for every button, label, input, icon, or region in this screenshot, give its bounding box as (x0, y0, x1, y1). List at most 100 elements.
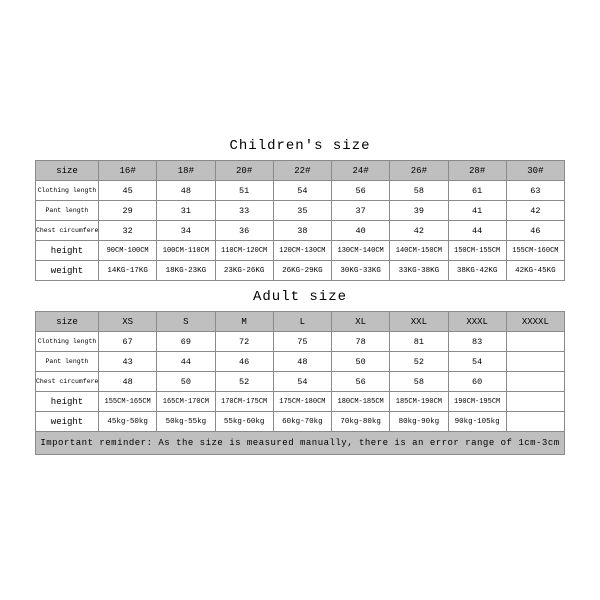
adult-row-pant: Pant length 43 44 46 48 50 52 54 (36, 352, 565, 372)
cell: 37 (332, 201, 390, 221)
row-label: Clothing length (36, 181, 99, 201)
adult-size-col: XXXL (448, 312, 506, 332)
cell: 90kg-105kg (448, 412, 506, 432)
cell: 75 (273, 332, 331, 352)
cell: 185CM-190CM (390, 392, 448, 412)
cell: 180CM-185CM (332, 392, 390, 412)
cell: 14KG-17KG (99, 261, 157, 281)
cell: 155CM-165CM (99, 392, 157, 412)
cell: 48 (99, 372, 157, 392)
cell: 39 (390, 201, 448, 221)
cell: 48 (157, 181, 215, 201)
children-table: size 16# 18# 20# 22# 24# 26# 28# 30# Clo… (35, 160, 565, 281)
cell: 54 (273, 181, 331, 201)
cell: 52 (215, 372, 273, 392)
cell: 51 (215, 181, 273, 201)
cell: 50 (332, 352, 390, 372)
cell: 33KG-38KG (390, 261, 448, 281)
cell: 69 (157, 332, 215, 352)
cell: 34 (157, 221, 215, 241)
row-label: Chest circumference 1/2 (36, 372, 99, 392)
children-row-height: height 90CM-100CM 100CM-110CM 110CM-120C… (36, 241, 565, 261)
row-label: height (36, 241, 99, 261)
cell: 38KG-42KG (448, 261, 506, 281)
row-label: Pant length (36, 352, 99, 372)
children-size-col: 18# (157, 161, 215, 181)
cell (506, 392, 564, 412)
cell: 45 (99, 181, 157, 201)
cell: 130CM-140CM (332, 241, 390, 261)
adult-size-col: S (157, 312, 215, 332)
cell: 54 (448, 352, 506, 372)
cell: 46 (215, 352, 273, 372)
cell: 100CM-110CM (157, 241, 215, 261)
adult-row-weight: weight 45kg-50kg 50kg-55kg 55kg-60kg 60k… (36, 412, 565, 432)
children-size-col: 28# (448, 161, 506, 181)
adult-header-row: size XS S M L XL XXL XXXL XXXXL (36, 312, 565, 332)
cell: 58 (390, 372, 448, 392)
size-chart: Children's size size 16# 18# 20# 22# 24#… (35, 130, 565, 455)
cell: 43 (99, 352, 157, 372)
cell: 31 (157, 201, 215, 221)
cell: 120CM-130CM (273, 241, 331, 261)
cell: 60kg-70kg (273, 412, 331, 432)
cell: 72 (215, 332, 273, 352)
cell: 50kg-55kg (157, 412, 215, 432)
cell: 78 (332, 332, 390, 352)
cell: 26KG-29KG (273, 261, 331, 281)
children-row-clothing: Clothing length 45 48 51 54 56 58 61 63 (36, 181, 565, 201)
cell: 63 (506, 181, 564, 201)
adult-row-height: height 155CM-165CM 165CM-170CM 170CM-175… (36, 392, 565, 412)
cell (506, 412, 564, 432)
cell: 70kg-80kg (332, 412, 390, 432)
cell: 46 (506, 221, 564, 241)
cell: 50 (157, 372, 215, 392)
cell: 67 (99, 332, 157, 352)
children-size-col: 26# (390, 161, 448, 181)
adult-size-col: M (215, 312, 273, 332)
children-hdr-label: size (36, 161, 99, 181)
cell: 32 (99, 221, 157, 241)
children-size-col: 30# (506, 161, 564, 181)
cell: 48 (273, 352, 331, 372)
adult-hdr-label: size (36, 312, 99, 332)
cell: 35 (273, 201, 331, 221)
cell: 45kg-50kg (99, 412, 157, 432)
adult-title: Adult size (35, 281, 565, 311)
cell: 44 (157, 352, 215, 372)
cell: 56 (332, 181, 390, 201)
children-size-col: 16# (99, 161, 157, 181)
cell: 29 (99, 201, 157, 221)
cell (506, 332, 564, 352)
cell: 55kg-60kg (215, 412, 273, 432)
cell: 52 (390, 352, 448, 372)
cell: 33 (215, 201, 273, 221)
cell: 110CM-120CM (215, 241, 273, 261)
cell: 80kg-90kg (390, 412, 448, 432)
cell: 42 (506, 201, 564, 221)
cell: 41 (448, 201, 506, 221)
cell: 190CM-195CM (448, 392, 506, 412)
row-label: Clothing length (36, 332, 99, 352)
row-label: height (36, 392, 99, 412)
cell: 40 (332, 221, 390, 241)
adult-size-col: XL (332, 312, 390, 332)
cell: 42KG-45KG (506, 261, 564, 281)
adult-row-clothing: Clothing length 67 69 72 75 78 81 83 (36, 332, 565, 352)
adult-size-col: XXL (390, 312, 448, 332)
row-label: weight (36, 412, 99, 432)
children-row-pant: Pant length 29 31 33 35 37 39 41 42 (36, 201, 565, 221)
reminder-note: Important reminder: As the size is measu… (35, 432, 565, 455)
cell: 36 (215, 221, 273, 241)
cell: 54 (273, 372, 331, 392)
cell: 18KG-23KG (157, 261, 215, 281)
cell: 81 (390, 332, 448, 352)
cell: 60 (448, 372, 506, 392)
adult-size-col: XXXXL (506, 312, 564, 332)
cell: 56 (332, 372, 390, 392)
children-title: Children's size (35, 130, 565, 160)
cell: 23KG-26KG (215, 261, 273, 281)
cell: 38 (273, 221, 331, 241)
cell: 170CM-175CM (215, 392, 273, 412)
row-label: Pant length (36, 201, 99, 221)
